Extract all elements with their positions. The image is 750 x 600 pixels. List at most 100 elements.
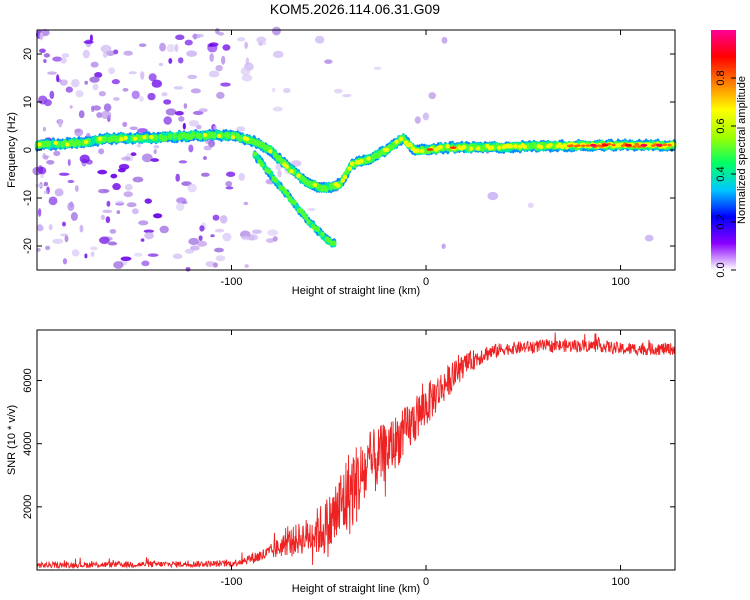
noise-speck	[46, 159, 55, 165]
noise-speck	[36, 224, 44, 232]
spectrogram-noise-speckle	[32, 26, 654, 272]
noise-speck	[181, 200, 188, 205]
noise-speck	[161, 92, 168, 97]
noise-speck	[173, 86, 184, 90]
ridge-mark	[292, 199, 297, 206]
ridge-mark	[335, 183, 341, 188]
noise-speck	[236, 126, 246, 132]
ridge-mark	[296, 173, 301, 178]
noise-speck	[94, 71, 103, 78]
noise-speck	[140, 238, 145, 242]
noise-speck	[131, 90, 140, 100]
noise-speck	[188, 144, 194, 153]
ridge-hotspot	[426, 148, 434, 151]
noise-speck	[113, 261, 124, 269]
ridge-mark	[65, 142, 70, 147]
noise-speck	[135, 176, 140, 183]
noise-speck	[244, 264, 249, 268]
noise-speck	[34, 183, 45, 188]
noise-speck	[165, 108, 177, 116]
noise-speck	[136, 143, 142, 148]
noise-speck	[49, 90, 55, 100]
noise-speck	[272, 26, 281, 36]
noise-speck	[143, 229, 155, 233]
noise-speck	[43, 189, 49, 195]
noise-speck	[215, 255, 226, 262]
spectrogram-y-label: Frequency (Hz)	[6, 112, 18, 188]
snr-panel: -100 0 100 2000 4000 6000 Height of straight…	[6, 329, 676, 595]
noise-speck	[212, 214, 220, 221]
noise-speck	[196, 124, 202, 130]
noise-speck	[89, 76, 100, 83]
noise-speck	[187, 74, 198, 80]
ridge-mark	[37, 142, 42, 147]
ridge-mark	[522, 144, 528, 149]
ridge-mark	[611, 143, 616, 147]
noise-speck	[222, 232, 232, 242]
snr-y-tick-label: 6000	[22, 368, 34, 392]
noise-speck	[97, 169, 108, 175]
noise-speck	[111, 79, 120, 85]
noise-speck	[74, 128, 84, 137]
ridge-mark	[415, 148, 420, 153]
noise-speck	[61, 53, 70, 58]
noise-speck	[265, 238, 275, 243]
noise-speck	[131, 208, 139, 215]
ridge-mark	[289, 169, 294, 174]
noise-speck	[43, 58, 47, 64]
ridge-mark	[259, 162, 265, 168]
ridge-hotspot	[640, 143, 648, 147]
noise-speck	[106, 200, 111, 207]
noise-speck	[84, 80, 89, 85]
ridge-mark	[637, 145, 642, 148]
noise-speck	[89, 34, 93, 42]
noise-speck	[112, 97, 120, 101]
noise-speck	[90, 61, 99, 68]
noise-speck	[190, 88, 201, 94]
ridge-mark	[349, 161, 355, 167]
noise-speck	[103, 103, 112, 112]
noise-speck	[272, 106, 283, 112]
noise-speck	[215, 27, 220, 35]
noise-speck	[197, 33, 204, 38]
noise-speck	[140, 71, 145, 80]
noise-speck	[60, 57, 67, 64]
ridge-mark	[76, 140, 82, 147]
noise-speck	[271, 87, 276, 93]
snr-y-label: SNR (10 * v/v)	[6, 405, 18, 475]
noise-speck	[67, 159, 71, 166]
noise-speck	[220, 82, 231, 87]
colorbar-label: Normalized spectral amplitude	[736, 76, 748, 224]
noise-speck	[84, 253, 88, 259]
noise-speck	[38, 48, 46, 53]
ridge-mark	[53, 140, 58, 146]
ridge-mark	[102, 135, 107, 143]
noise-speck	[212, 262, 218, 268]
noise-speck	[644, 234, 654, 242]
noise-speck	[183, 103, 188, 109]
ridge-mark	[312, 182, 317, 188]
noise-speck	[153, 145, 160, 149]
noise-speck	[92, 83, 99, 91]
noise-speck	[275, 163, 282, 171]
ridge-mark	[123, 135, 128, 141]
ridge-hotspot	[449, 146, 457, 150]
noise-speck	[487, 191, 499, 201]
noise-speck	[42, 126, 47, 132]
noise-speck	[277, 169, 282, 178]
noise-speck	[130, 152, 137, 157]
noise-speck	[69, 105, 73, 109]
noise-speck	[53, 150, 61, 156]
noise-speck	[238, 172, 245, 181]
noise-speck	[148, 73, 157, 82]
noise-speck	[166, 44, 176, 53]
noise-speck	[193, 33, 198, 40]
snr-y-ticks: 2000 4000 6000	[22, 368, 675, 519]
spectrogram-y-tick-label: -10	[22, 190, 34, 206]
noise-speck	[220, 55, 226, 65]
ridge-mark	[304, 215, 309, 221]
ridge-mark	[398, 136, 404, 142]
noise-speck	[43, 99, 52, 107]
noise-speck	[333, 88, 343, 94]
noise-speck	[126, 202, 137, 208]
